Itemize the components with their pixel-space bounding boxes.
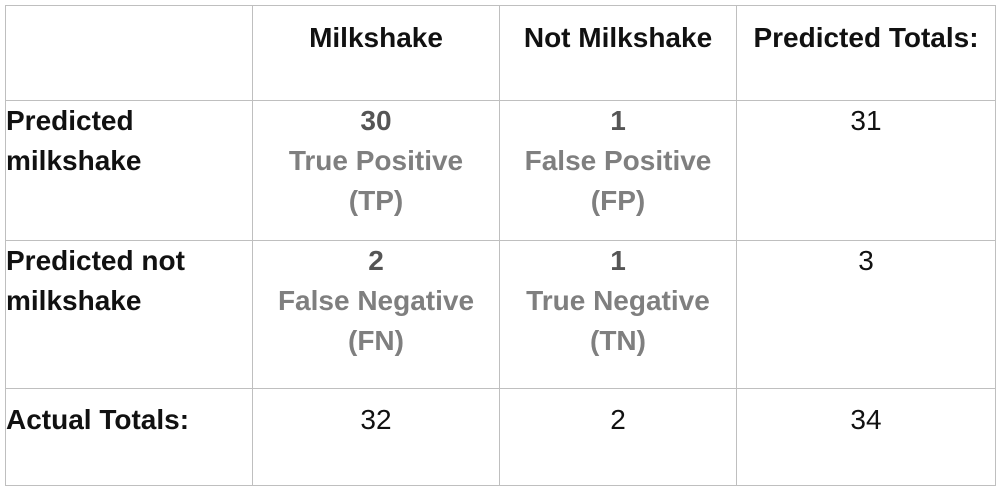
header-row: Milkshake Not Milkshake Predicted Totals…: [5, 5, 996, 101]
count-true-positive: 30: [360, 105, 392, 136]
confusion-matrix-table: Milkshake Not Milkshake Predicted Totals…: [5, 5, 996, 486]
cell-false-positive: 1 False Positive (FP): [499, 100, 737, 241]
table-row-actual-totals: Actual Totals: 32 2 34: [5, 388, 996, 486]
abbr-false-negative: (FN): [348, 325, 404, 356]
row-label-predicted-milkshake: Predicted milkshake: [5, 100, 253, 241]
label-false-positive: False Positive: [524, 145, 712, 176]
table-row-predicted-not-milkshake: Predicted not milkshake 2 False Negative…: [5, 240, 996, 389]
cell-true-positive: 30 True Positive (TP): [252, 100, 500, 241]
actual-total-not-milkshake: 2: [499, 388, 737, 486]
abbr-false-positive: (FP): [590, 185, 646, 216]
abbr-true-negative: (TN): [590, 325, 646, 356]
grand-total: 34: [736, 388, 996, 486]
count-true-negative: 1: [610, 245, 626, 276]
column-header-milkshake: Milkshake: [252, 5, 500, 101]
predicted-total-not-milkshake: 3: [736, 240, 996, 389]
corner-cell: [5, 5, 253, 101]
column-header-predicted-totals: Predicted Totals:: [736, 5, 996, 101]
abbr-true-positive: (TP): [348, 185, 404, 216]
actual-total-milkshake: 32: [252, 388, 500, 486]
label-false-negative: False Negative: [277, 285, 475, 316]
predicted-total-milkshake: 31: [736, 100, 996, 241]
count-false-positive: 1: [610, 105, 626, 136]
row-label-predicted-not-milkshake: Predicted not milkshake: [5, 240, 253, 389]
cell-false-negative: 2 False Negative (FN): [252, 240, 500, 389]
row-label-actual-totals: Actual Totals:: [5, 388, 253, 486]
label-true-negative: True Negative: [526, 285, 710, 316]
table-row-predicted-milkshake: Predicted milkshake 30 True Positive (TP…: [5, 100, 996, 241]
column-header-not-milkshake: Not Milkshake: [499, 5, 737, 101]
label-true-positive: True Positive: [288, 145, 464, 176]
count-false-negative: 2: [368, 245, 384, 276]
cell-true-negative: 1 True Negative (TN): [499, 240, 737, 389]
